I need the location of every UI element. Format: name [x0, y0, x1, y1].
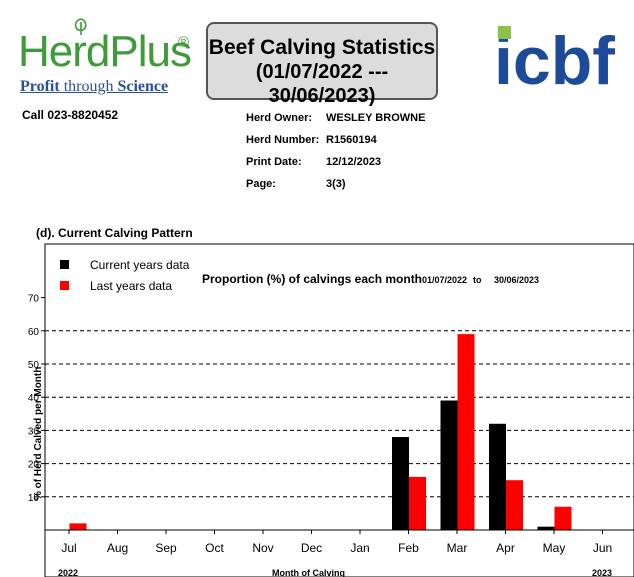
- x-tick-label: Oct: [205, 541, 224, 555]
- icbf-wordmark: icbf: [494, 23, 615, 99]
- chart-title: Proportion (%) of calvings each month: [202, 272, 422, 286]
- report-period: (01/07/2022 --- 30/06/2023): [255, 61, 389, 107]
- icbf-logo: icbf: [494, 23, 615, 99]
- x-tick-label: Jul: [61, 541, 76, 555]
- legend-label-current: Current years data: [90, 258, 190, 272]
- legend-label-last: Last years data: [90, 279, 172, 293]
- plot-frame: [44, 243, 634, 577]
- x-axis-label: Month of Calving: [272, 568, 345, 577]
- herdplus-tagline: Profit through Science: [20, 78, 169, 95]
- report-title-box: Beef Calving Statistics (01/07/2022 --- …: [206, 22, 438, 107]
- registered-mark: ®: [178, 34, 190, 51]
- bar-current-feb: [392, 437, 409, 530]
- period-from: 01/07/2022: [422, 275, 467, 285]
- herd-info: Herd Owner: WESLEY BROWNE Herd Number: R…: [246, 112, 425, 200]
- x-tick-label: Aug: [107, 541, 128, 555]
- legend-swatch-last: [60, 281, 69, 290]
- print-date-value: 12/12/2023: [326, 156, 382, 168]
- legend-swatch-current: [60, 260, 69, 269]
- phone-number: Call 023-8820452: [22, 108, 119, 122]
- print-date-row: Print Date: 12/12/2023: [246, 156, 425, 178]
- icbf-green-square: [498, 26, 511, 39]
- y-tick-label: 20: [28, 460, 40, 471]
- year-start-label: 2022: [58, 568, 78, 577]
- herd-owner-value: WESLEY BROWNE: [326, 112, 426, 124]
- y-tick-label: 30: [28, 426, 40, 437]
- print-date-label: Print Date:: [246, 156, 302, 168]
- x-tick-label: Jun: [593, 541, 612, 555]
- y-tick-label: 50: [28, 360, 40, 371]
- x-tick-label: Apr: [496, 541, 515, 555]
- bar-current-may: [537, 526, 555, 530]
- x-tick-label: Mar: [447, 541, 468, 555]
- x-tick-label: Dec: [301, 541, 322, 555]
- herd-owner-row: Herd Owner: WESLEY BROWNE: [246, 112, 425, 134]
- herd-number-row: Herd Number: R1560194: [246, 134, 425, 156]
- y-tick-label: 40: [28, 393, 40, 404]
- y-tick-label: 70: [28, 294, 40, 305]
- bar-current-apr: [489, 423, 506, 530]
- period-to-word: to: [473, 275, 482, 285]
- section-title: (d). Current Calving Pattern: [36, 226, 193, 240]
- x-tick-label: Feb: [398, 541, 419, 555]
- bar-last-feb: [409, 476, 426, 530]
- x-tick-label: Sep: [155, 541, 177, 555]
- bar-current-mar: [440, 400, 458, 530]
- period-to: 30/06/2023: [494, 275, 539, 285]
- x-tick-label: Jan: [350, 541, 369, 555]
- page-value: 3(3): [326, 178, 346, 190]
- bar-last-mar: [457, 334, 475, 530]
- herdplus-logo: HerdPlus ® Profit through Science: [18, 18, 198, 98]
- year-end-label: 2023: [592, 568, 612, 577]
- y-axis-label: % of Herd Calved per Month: [33, 367, 44, 500]
- bar-last-apr: [506, 480, 523, 530]
- page-label: Page:: [246, 178, 276, 190]
- x-tick-label: Nov: [252, 541, 273, 555]
- y-tick-label: 60: [28, 327, 40, 338]
- herd-number-label: Herd Number:: [246, 134, 320, 146]
- herdplus-wordmark: HerdPlus: [18, 27, 192, 76]
- page-row: Page: 3(3): [246, 178, 425, 200]
- herd-owner-label: Herd Owner:: [246, 112, 313, 124]
- herd-number-value: R1560194: [326, 134, 377, 146]
- leaf-icon: [74, 18, 87, 35]
- bar-last-jul: [69, 523, 87, 530]
- report-title: Beef Calving Statistics: [208, 36, 436, 59]
- x-tick-label: May: [543, 541, 566, 555]
- bar-last-may: [554, 506, 572, 530]
- y-tick-label: 10: [28, 493, 40, 504]
